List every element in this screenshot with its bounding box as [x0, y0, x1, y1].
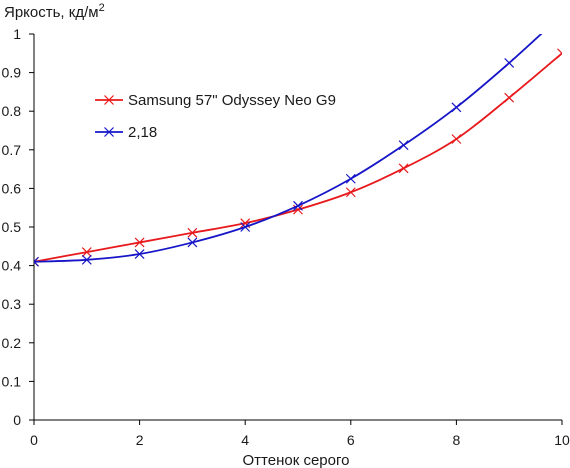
y-tick-label: 0.1 [2, 373, 22, 389]
data-point [81, 247, 92, 258]
legend-marker-stroke-b [104, 95, 114, 105]
y-tick-label: 0.6 [2, 180, 22, 196]
data-point [345, 187, 356, 198]
legend-label: 2,18 [128, 124, 157, 141]
data-point-stroke-b [557, 52, 562, 59]
y-tick-label: 0.3 [2, 296, 22, 312]
data-point [34, 256, 39, 267]
data-point-stroke-b [81, 254, 92, 265]
data-point-stroke-b [134, 249, 145, 259]
data-point-stroke-b [504, 58, 515, 68]
data-point-stroke-b [187, 237, 198, 248]
y-axis-title-text: Яркость, кд/м [4, 4, 99, 21]
y-tick-label: 0 [13, 412, 21, 428]
legend-marker [104, 127, 114, 137]
data-point-stroke-b [81, 247, 92, 258]
legend-label: Samsung 57" Odyssey Neo G9 [128, 92, 336, 109]
x-axis-ticks: 0 2 4 6 8 10 [30, 420, 570, 448]
data-point-stroke-b [293, 204, 303, 215]
data-point-stroke-b [451, 134, 462, 144]
x-tick-label: 4 [241, 432, 249, 448]
data-point [345, 173, 356, 184]
y-axis-title: Яркость, кд/м2 [4, 2, 105, 21]
series-samsung [34, 48, 562, 267]
data-point [398, 140, 409, 151]
data-point [187, 227, 198, 238]
data-point [398, 163, 409, 174]
data-point-stroke-b [345, 173, 356, 184]
x-tick-label: 6 [347, 432, 355, 448]
data-point [240, 222, 251, 232]
data-point [451, 134, 462, 144]
data-point [81, 254, 92, 265]
legend-marker [104, 95, 114, 105]
data-point-stroke-b [34, 256, 39, 263]
data-point [134, 249, 145, 259]
data-point-stroke-a [34, 260, 39, 267]
legend-item: Samsung 57" Odyssey Neo G9 [95, 92, 336, 109]
data-point-stroke-b [398, 163, 409, 174]
y-axis-ticks: 0 0.1 0.2 0.3 0.4 0.5 0.6 0.7 0.8 0.9 1 [2, 26, 34, 428]
y-tick-label: 0.5 [2, 219, 22, 235]
data-point-stroke-a [558, 10, 567, 19]
y-tick-label: 0.4 [2, 258, 22, 274]
data-point [504, 92, 515, 103]
data-point-stroke-b [293, 200, 303, 211]
series-line [34, 34, 543, 263]
y-tick-label: 0.9 [2, 65, 22, 81]
y-tick-label: 1 [13, 26, 21, 42]
series-layer [34, 10, 567, 267]
y-tick-label: 0.7 [2, 142, 22, 158]
legend-item: 2,18 [95, 124, 157, 141]
data-point-stroke-b [504, 92, 515, 103]
data-point [451, 102, 462, 113]
data-point-stroke-b [451, 102, 462, 113]
data-point [293, 200, 303, 211]
data-point [187, 237, 198, 248]
x-tick-label: 8 [453, 432, 461, 448]
data-point-stroke-b [240, 222, 251, 232]
x-tick-label: 0 [30, 432, 38, 448]
data-point-stroke-b [345, 187, 356, 198]
data-point [504, 58, 515, 68]
y-tick-label: 0.2 [2, 335, 22, 351]
data-point-stroke-b [558, 10, 567, 19]
x-tick-label: 10 [554, 432, 570, 448]
data-point [557, 48, 562, 59]
data-point-stroke-b [134, 237, 145, 248]
data-point [134, 237, 145, 248]
y-axis-title-superscript: 2 [99, 2, 105, 14]
data-point-stroke-a [557, 48, 562, 55]
y-tick-label: 0.8 [2, 103, 22, 119]
data-point-stroke-b [187, 227, 198, 238]
x-axis-title: Оттенок серого [243, 452, 350, 468]
data-point-stroke-b [240, 218, 251, 229]
legend: Samsung 57" Odyssey Neo G9 2,18 [95, 92, 336, 141]
series-gamma-218 [34, 10, 567, 267]
legend-marker-stroke-b [104, 127, 114, 137]
data-point-stroke-b [398, 140, 409, 151]
x-tick-label: 2 [136, 432, 144, 448]
data-point [558, 10, 567, 19]
